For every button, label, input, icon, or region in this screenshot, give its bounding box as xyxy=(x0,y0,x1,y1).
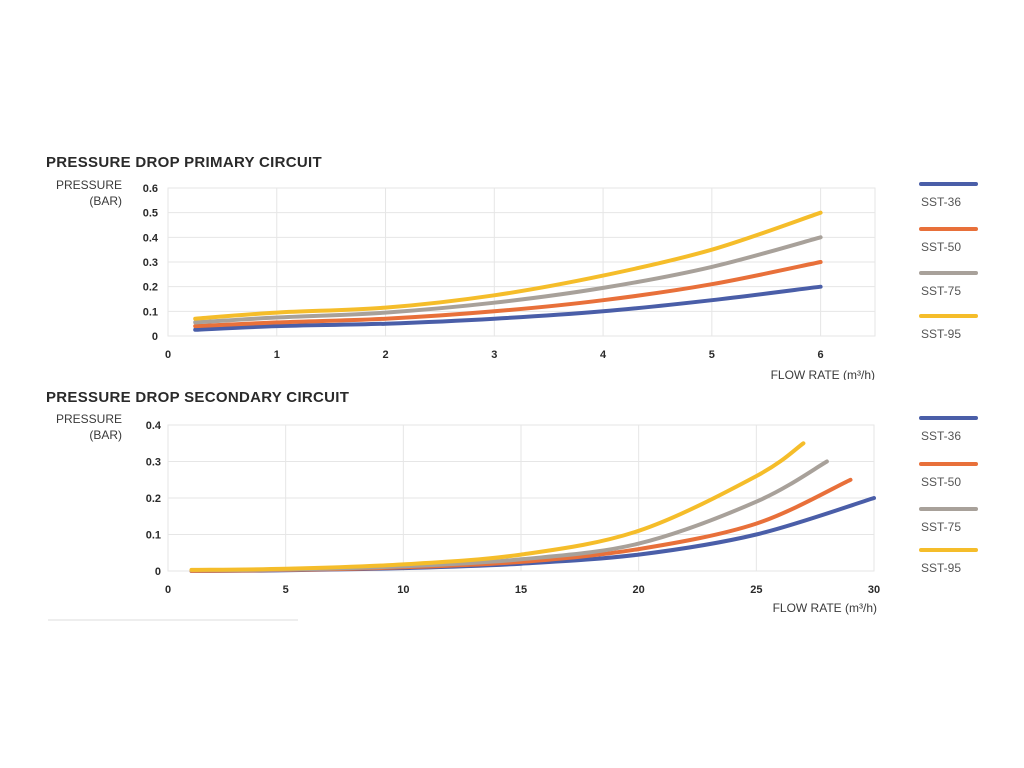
x-tick-label: 3 xyxy=(491,349,497,361)
x-tick-label: 0 xyxy=(165,584,171,596)
x-tick-label: 5 xyxy=(283,584,289,596)
series-line-sst-95 xyxy=(193,210,823,321)
legend-label-sst-75: SST-75 xyxy=(921,284,961,298)
y-axis-label-unit: (BAR) xyxy=(89,194,122,208)
y-tick-label: 0.3 xyxy=(143,257,158,269)
x-tick-label: 6 xyxy=(818,349,824,361)
y-axis-label-unit: (BAR) xyxy=(89,428,122,442)
legend-label-sst-95: SST-95 xyxy=(921,327,961,341)
legend-label-sst-95: SST-95 xyxy=(921,561,961,575)
legend-label-sst-50: SST-50 xyxy=(921,475,961,489)
series-line-sst-50 xyxy=(193,260,823,329)
series-line-sst-36 xyxy=(193,284,823,332)
legend-label-sst-36: SST-36 xyxy=(921,195,961,209)
secondary-circuit-chart: PRESSURE DROP SECONDARY CIRCUIT PRESSURE… xyxy=(46,389,978,615)
y-tick-label: 0.2 xyxy=(146,493,161,505)
x-tick-label: 0 xyxy=(165,349,171,361)
chart-title: PRESSURE DROP SECONDARY CIRCUIT xyxy=(46,389,349,406)
series-line-sst-95 xyxy=(189,441,806,572)
y-tick-label: 0.1 xyxy=(146,530,161,542)
x-tick-label: 25 xyxy=(750,584,762,596)
x-axis-label: FLOW RATE (m³/h) xyxy=(773,601,877,615)
y-tick-label: 0.4 xyxy=(143,232,159,244)
x-tick-label: 15 xyxy=(515,584,527,596)
x-tick-label: 20 xyxy=(633,584,645,596)
legend-label-sst-75: SST-75 xyxy=(921,520,961,534)
x-tick-label: 10 xyxy=(397,584,409,596)
legend-label-sst-36: SST-36 xyxy=(921,429,961,443)
x-tick-label: 5 xyxy=(709,349,715,361)
y-tick-label: 0.5 xyxy=(143,208,158,220)
series-line-sst-75 xyxy=(189,459,829,573)
y-tick-label: 0.2 xyxy=(143,282,158,294)
footer-divider xyxy=(48,619,298,621)
x-tick-label: 1 xyxy=(274,349,280,361)
y-tick-label: 0.1 xyxy=(143,306,158,318)
y-axis-label: PRESSURE xyxy=(56,412,122,426)
series-line-sst-75 xyxy=(193,235,823,325)
x-axis-label: FLOW RATE (m³/h) xyxy=(771,368,875,380)
primary-circuit-chart: PRESSURE DROP PRIMARY CIRCUIT PRESSURE (… xyxy=(46,154,978,380)
y-tick-label: 0.6 xyxy=(143,183,158,195)
x-tick-label: 2 xyxy=(382,349,388,361)
x-tick-label: 4 xyxy=(600,349,607,361)
y-tick-label: 0 xyxy=(155,566,161,578)
y-tick-label: 0 xyxy=(152,331,158,343)
x-tick-label: 30 xyxy=(868,584,880,596)
legend-label-sst-50: SST-50 xyxy=(921,240,961,254)
y-tick-label: 0.3 xyxy=(146,457,161,469)
y-axis-label: PRESSURE xyxy=(56,178,122,192)
chart-title: PRESSURE DROP PRIMARY CIRCUIT xyxy=(46,154,322,171)
y-tick-label: 0.4 xyxy=(146,420,162,432)
